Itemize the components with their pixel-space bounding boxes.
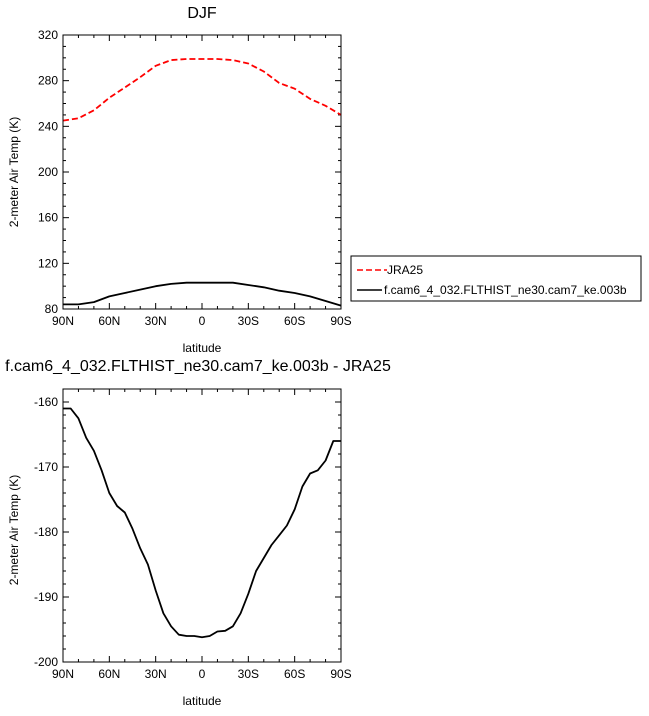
bottom-y-tick-label: -160 [34,395,58,409]
bottom-x-axis-label: latitude [183,694,222,708]
legend: JRA25 f.cam6_4_032.FLTHIST_ne30.cam7_ke.… [350,255,642,302]
top-x-tick-label: 90S [330,314,351,328]
bottom-x-tick-label: 30N [145,667,167,681]
top-x-tick-label: 60S [284,314,305,328]
top-x-tick-label: 30S [238,314,259,328]
top-chart-title: DJF [187,5,217,22]
bottom-y-tick-label: -170 [34,460,58,474]
top-y-tick-label: 280 [38,74,58,88]
top-x-axis-label: latitude [183,341,222,355]
top-y-axis-label: 2-meter Air Temp (K) [7,117,21,227]
legend-label-jra25: JRA25 [387,263,423,277]
bottom-y-tick-label: -180 [34,525,58,539]
bottom-x-tick-label: 90S [330,667,351,681]
bottom-plot-frame [62,388,342,663]
top-y-tick-label: 120 [38,256,58,270]
legend-label-model: f.cam6_4_032.FLTHIST_ne30.cam7_ke.003b [384,283,627,297]
top-x-tick-label: 0 [199,314,206,328]
bottom-chart-title: f.cam6_4_032.FLTHIST_ne30.cam7_ke.003b -… [5,358,391,375]
top-y-tick-label: 320 [38,28,58,42]
bottom-series-line-0 [63,407,341,639]
top-series-line-0 [62,58,342,122]
top-y-tick-label: 200 [38,165,58,179]
top-y-tick-label: 160 [38,211,58,225]
top-panel: DJF latitude 2-meter Air Temp (K) 90N 60N… [7,5,352,355]
legend-box [350,255,642,302]
bottom-y-axis-label: 2-meter Air Temp (K) [7,475,21,585]
bottom-x-tick-label: 90N [52,667,74,681]
bottom-x-tick-label: 60S [284,667,305,681]
bottom-panel: f.cam6_4_032.FLTHIST_ne30.cam7_ke.003b -… [5,358,391,708]
top-x-tick-label: 60N [98,314,120,328]
bottom-y-tick-label: -200 [34,655,58,669]
top-series-line-1 [63,281,342,307]
bottom-x-tick-label: 60N [98,667,120,681]
bottom-x-tick-label: 0 [199,667,206,681]
top-plot-frame [62,34,342,310]
top-x-tick-label: 30N [145,314,167,328]
top-y-tick-label: 240 [38,119,58,133]
top-y-tick-label: 80 [45,302,59,316]
top-x-tick-label: 90N [52,314,74,328]
bottom-x-tick-label: 30S [238,667,259,681]
bottom-y-tick-label: -190 [34,590,58,604]
